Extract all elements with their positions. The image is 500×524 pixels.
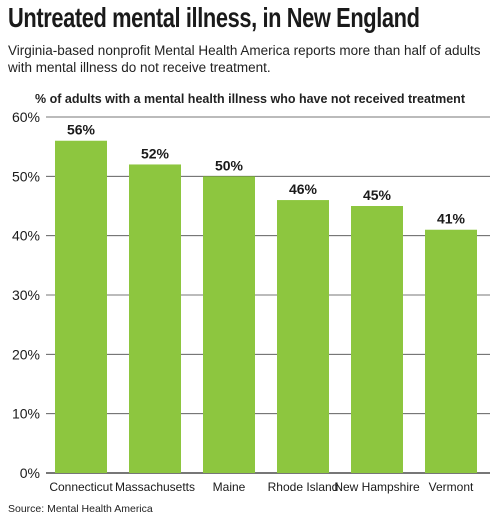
x-tick-label: Maine — [213, 480, 246, 494]
bar-value-labels: 56% 52% 50% 46% 45% 41% — [67, 122, 466, 227]
bar-value-label: 50% — [215, 157, 244, 173]
bar-value-label: 45% — [363, 187, 392, 203]
bar-value-label: 56% — [67, 122, 96, 138]
y-tick-label: 40% — [12, 228, 40, 244]
bar — [55, 140, 107, 473]
y-tick-label: 50% — [12, 168, 40, 184]
chart-title-main: Untreated mental illness, in New England — [8, 2, 420, 33]
chart-subtitle: Virginia-based nonprofit Mental Health A… — [8, 43, 481, 75]
bar — [203, 176, 255, 474]
bars — [55, 140, 477, 474]
y-axis: 0% 10% 20% 30% 40% 50% 60% — [12, 109, 40, 481]
bar — [351, 206, 403, 473]
bar — [277, 200, 329, 474]
bar-value-label: 46% — [289, 181, 318, 197]
y-tick-label: 20% — [12, 346, 40, 362]
source-note: Source: Mental Health America — [8, 503, 153, 515]
y-tick-label: 10% — [12, 406, 40, 422]
bar-value-label: 41% — [437, 211, 466, 227]
y-tick-label: 60% — [12, 109, 40, 125]
x-tick-label: Connecticut — [49, 480, 113, 494]
x-tick-label: New Hampshire — [334, 480, 420, 494]
y-tick-label: 30% — [12, 287, 40, 303]
x-axis: Connecticut Massachusetts Maine Rhode Islan… — [49, 480, 474, 494]
y-tick-label: 0% — [20, 465, 40, 481]
x-tick-label: Massachusetts — [115, 480, 195, 494]
bar — [425, 229, 477, 473]
x-tick-label: Rhode Island — [268, 480, 339, 494]
plot-title: % of adults with a mental health illness… — [35, 92, 465, 106]
bar — [129, 164, 181, 473]
gridlines — [46, 116, 490, 474]
bar-value-label: 52% — [141, 145, 170, 161]
x-tick-label: Vermont — [429, 480, 474, 494]
